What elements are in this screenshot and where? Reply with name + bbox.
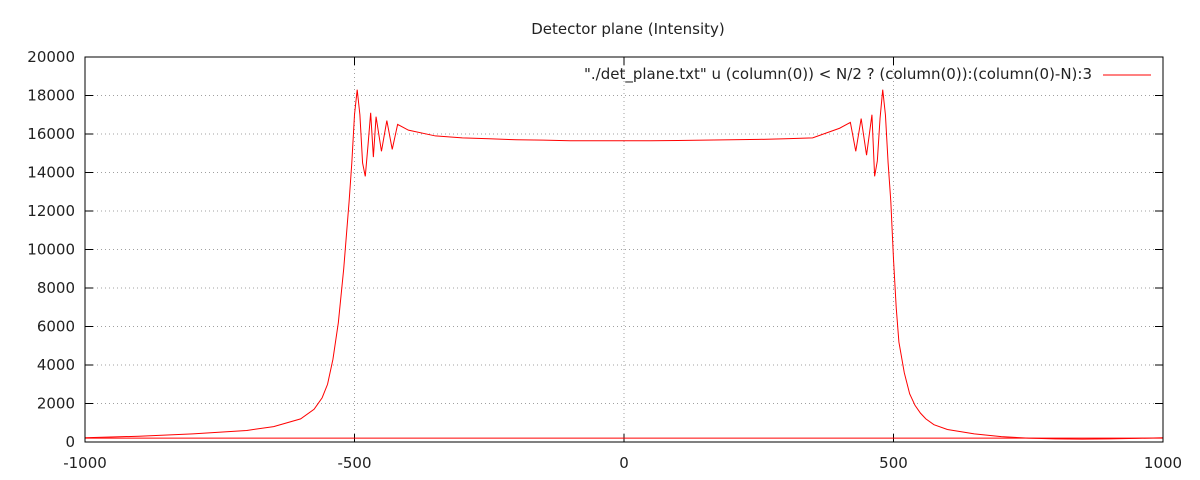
y-tick-label: 4000 <box>37 356 75 374</box>
y-tick-label: 18000 <box>27 87 75 105</box>
y-tick-label: 6000 <box>37 318 75 336</box>
y-tick-label: 20000 <box>27 48 75 66</box>
series-layer <box>84 89 1164 440</box>
y-tick-label: 8000 <box>37 279 75 297</box>
legend-label: "./det_plane.txt" u (column(0)) < N/2 ? … <box>584 65 1092 84</box>
x-tick-label: -1000 <box>63 454 107 472</box>
x-tick-label: 500 <box>879 454 908 472</box>
x-tick-label: 0 <box>619 454 629 472</box>
y-tick-label: 10000 <box>27 241 75 259</box>
series-line <box>84 89 1164 440</box>
y-tick-label: 14000 <box>27 164 75 182</box>
grid <box>85 57 1163 442</box>
chart-title: Detector plane (Intensity) <box>531 20 725 38</box>
legend: "./det_plane.txt" u (column(0)) < N/2 ? … <box>584 65 1151 84</box>
y-tick-label: 12000 <box>27 202 75 220</box>
axes: 0200040006000800010000120001400016000180… <box>27 48 1182 472</box>
x-tick-label: -500 <box>337 454 371 472</box>
y-tick-label: 16000 <box>27 125 75 143</box>
y-tick-label: 2000 <box>37 395 75 413</box>
y-tick-label: 0 <box>65 433 75 451</box>
x-tick-label: 1000 <box>1144 454 1182 472</box>
plot-frame <box>84 56 1164 443</box>
